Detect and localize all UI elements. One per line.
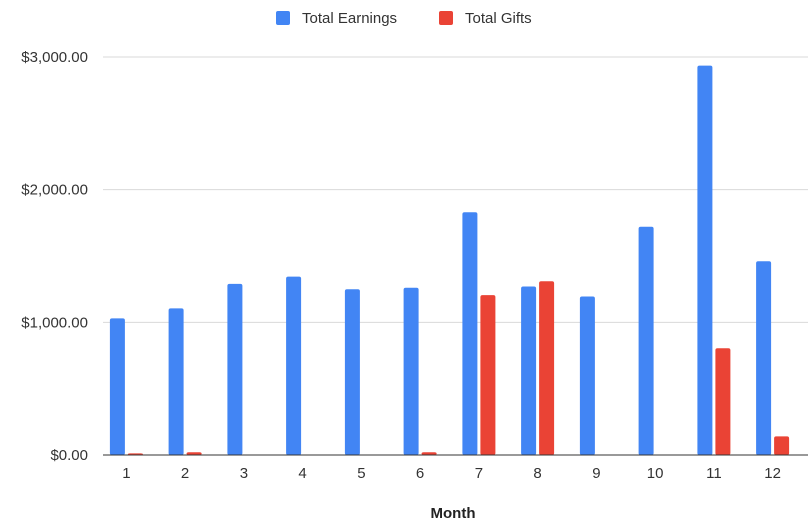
bar-total-earnings-month-11[interactable] <box>697 65 713 455</box>
bar-total-earnings-month-12[interactable] <box>756 261 772 455</box>
bar-total-earnings-month-8[interactable] <box>521 286 537 456</box>
x-tick-label: 1 <box>122 465 130 482</box>
x-tick-label: 4 <box>298 465 306 482</box>
x-tick-label: 6 <box>416 465 424 482</box>
legend-swatch-total-earnings <box>276 11 290 25</box>
legend-swatch-total-gifts <box>439 11 453 25</box>
x-axis-title: Month <box>431 505 476 522</box>
bar-total-earnings-month-6[interactable] <box>403 287 419 455</box>
legend-label-total-earnings: Total Earnings <box>302 10 397 27</box>
bar-total-earnings-month-7[interactable] <box>462 212 478 455</box>
legend-label-total-gifts: Total Gifts <box>465 10 532 27</box>
bar-total-gifts-month-2[interactable] <box>186 452 202 455</box>
bar-total-gifts-month-6[interactable] <box>421 452 437 455</box>
bar-total-gifts-month-7[interactable] <box>480 295 496 455</box>
x-tick-label: 2 <box>181 465 189 482</box>
bar-total-earnings-month-5[interactable] <box>344 289 360 455</box>
x-tick-label: 12 <box>764 465 781 482</box>
x-tick-label: 8 <box>533 465 541 482</box>
y-tick-label: $2,000.00 <box>21 182 88 199</box>
x-tick-label: 7 <box>475 465 483 482</box>
legend: Total Earnings Total Gifts <box>276 10 532 27</box>
y-tick-label: $0.00 <box>50 447 88 464</box>
x-tick-label: 5 <box>357 465 365 482</box>
bar-total-earnings-month-3[interactable] <box>227 283 243 455</box>
y-axis-tick-labels: $0.00 $1,000.00 $2,000.00 $3,000.00 <box>21 49 88 464</box>
bar-total-earnings-month-4[interactable] <box>286 276 302 455</box>
x-tick-label: 10 <box>647 465 664 482</box>
bar-total-gifts-month-8[interactable] <box>539 281 555 455</box>
bar-total-earnings-month-2[interactable] <box>168 308 184 455</box>
y-tick-label: $1,000.00 <box>21 314 88 331</box>
gridlines <box>103 56 808 323</box>
x-axis-tick-labels: 1 2 3 4 5 6 7 8 9 10 11 12 <box>122 465 781 482</box>
bar-total-earnings-month-10[interactable] <box>638 226 654 455</box>
bar-total-earnings-month-9[interactable] <box>579 296 595 456</box>
bar-total-gifts-month-11[interactable] <box>715 348 731 455</box>
bar-total-gifts-month-12[interactable] <box>774 436 790 455</box>
bar-total-earnings-month-1[interactable] <box>109 318 125 455</box>
x-tick-label: 9 <box>592 465 600 482</box>
x-tick-label: 3 <box>240 465 248 482</box>
x-tick-label: 11 <box>706 465 722 482</box>
bars <box>109 65 790 456</box>
y-tick-label: $3,000.00 <box>21 49 88 66</box>
